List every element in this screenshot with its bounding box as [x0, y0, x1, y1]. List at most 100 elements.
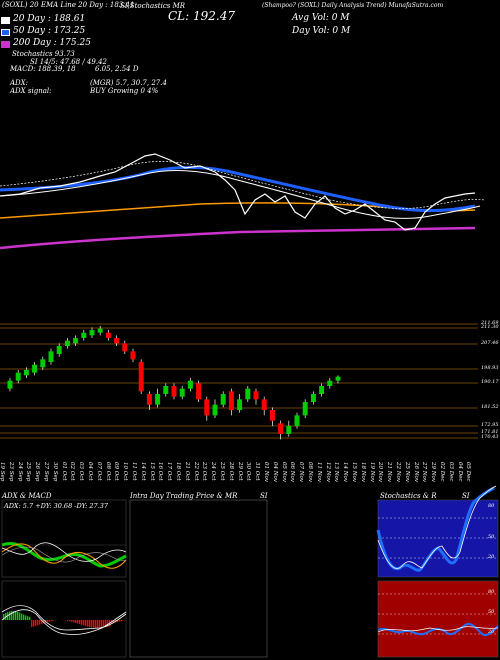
macd-bar — [91, 620, 93, 628]
candle — [261, 396, 267, 416]
macd-bar — [29, 616, 31, 620]
legend-200-label: 200 Day : 175.25 — [13, 38, 91, 48]
stoch-tick-50: 50 — [488, 534, 495, 540]
candle — [237, 394, 243, 413]
macd-bar — [43, 620, 45, 624]
candle-body — [319, 386, 325, 394]
candle — [23, 367, 29, 378]
macd-bar — [3, 614, 5, 620]
price-level-label: 198.93 — [481, 365, 499, 371]
ma50-line — [0, 165, 476, 213]
macd-bar — [41, 620, 43, 624]
day-vol: Day Vol: 0 M — [292, 26, 351, 36]
macd-bar — [81, 620, 83, 625]
header-line-1: (SOXL) 20 EMA Line 20 Day : 183.41 — [2, 1, 135, 9]
macd-bar — [31, 620, 33, 627]
candle — [97, 326, 103, 336]
macd-bar — [83, 620, 85, 626]
macd-bar — [25, 615, 27, 620]
macd-bar — [69, 620, 71, 622]
candle — [64, 338, 70, 349]
macd-bar — [93, 620, 95, 628]
candle-body — [146, 394, 152, 405]
price-level-label: 190.17 — [481, 379, 499, 385]
legend-200 — [1, 41, 10, 48]
candle — [122, 340, 128, 354]
macd-bar — [67, 620, 69, 621]
macd-bar — [105, 620, 107, 628]
candle — [335, 375, 341, 384]
intraday-si: SI — [260, 492, 268, 500]
candle-body — [187, 380, 193, 389]
candle-body — [179, 388, 185, 397]
candle-body — [302, 402, 308, 416]
candle — [245, 386, 251, 402]
macd-bar — [27, 616, 29, 620]
macd-bar — [19, 612, 21, 620]
price-level-label: 171.81 — [481, 429, 499, 435]
candle-body — [48, 351, 54, 362]
candle-body — [114, 338, 120, 344]
legend-20-label: 20 Day : 188.61 — [13, 14, 86, 24]
adx-macd-vals: ADX: 5.7 +DY: 30.68 -DY: 27.37 — [4, 502, 109, 510]
candle — [32, 362, 38, 376]
candle — [15, 370, 21, 384]
candle — [89, 327, 95, 338]
candle — [212, 399, 218, 418]
macd-bar — [87, 620, 89, 627]
macd-bar — [13, 611, 15, 620]
macd-bar — [103, 620, 105, 628]
candle — [253, 388, 259, 405]
candle — [48, 348, 54, 365]
macd-bar — [5, 613, 7, 620]
macd-bar — [71, 620, 73, 622]
ma-chart — [0, 153, 486, 250]
candle-body — [286, 426, 292, 434]
candle-body — [204, 399, 210, 416]
candle-body — [335, 376, 341, 381]
candle-body — [89, 330, 95, 336]
candle — [171, 383, 177, 400]
macd-bar — [53, 620, 55, 621]
price-level-label: 172.95 — [481, 422, 499, 428]
macd-bar — [89, 620, 91, 628]
si-tick-20: 20 — [488, 629, 495, 635]
candle-body — [294, 415, 300, 426]
candle-body — [310, 394, 316, 402]
candle-body — [269, 410, 275, 421]
candle-body — [228, 391, 234, 410]
macd-bar — [39, 620, 41, 625]
candle — [228, 388, 234, 416]
macd-bar — [49, 620, 51, 622]
si-tick-80: 80 — [488, 589, 495, 595]
macd-bar — [75, 620, 77, 623]
stoch-title: Stochastics & R — [380, 492, 437, 500]
buy-signal: BUY Growing 0 4% — [90, 87, 159, 95]
macd-bar — [51, 620, 53, 621]
macd-bar — [99, 620, 101, 628]
right-title: (Shampoo? (SOXL) Daily Analysis Trend) M… — [262, 2, 444, 9]
candle-body — [196, 383, 202, 400]
candle-body — [7, 380, 13, 389]
candle-body — [138, 362, 144, 392]
avg-vol: Avg Vol: 0 M — [292, 13, 350, 23]
candle-body — [212, 404, 218, 416]
macd-bar — [33, 620, 35, 627]
macd-bar — [97, 620, 99, 628]
price-level-label: 211.69 — [481, 320, 499, 326]
candle-body — [220, 394, 226, 405]
stoch-label: Stochastics 93.73 — [12, 50, 75, 58]
header-top-mid: SI,Stochastics MR — [120, 2, 186, 10]
candle — [163, 383, 169, 397]
macd-bar — [23, 614, 25, 620]
candle-body — [73, 338, 79, 344]
macd-bar — [17, 611, 19, 620]
stoch-tick-80: 80 — [488, 503, 495, 509]
price-level-label: 181.52 — [481, 404, 499, 410]
price-line — [0, 153, 476, 231]
macd-bar — [107, 620, 109, 627]
candle-body — [122, 343, 128, 352]
macd-bar — [35, 620, 37, 626]
candle-body — [155, 394, 161, 405]
macd-bar — [117, 620, 119, 622]
